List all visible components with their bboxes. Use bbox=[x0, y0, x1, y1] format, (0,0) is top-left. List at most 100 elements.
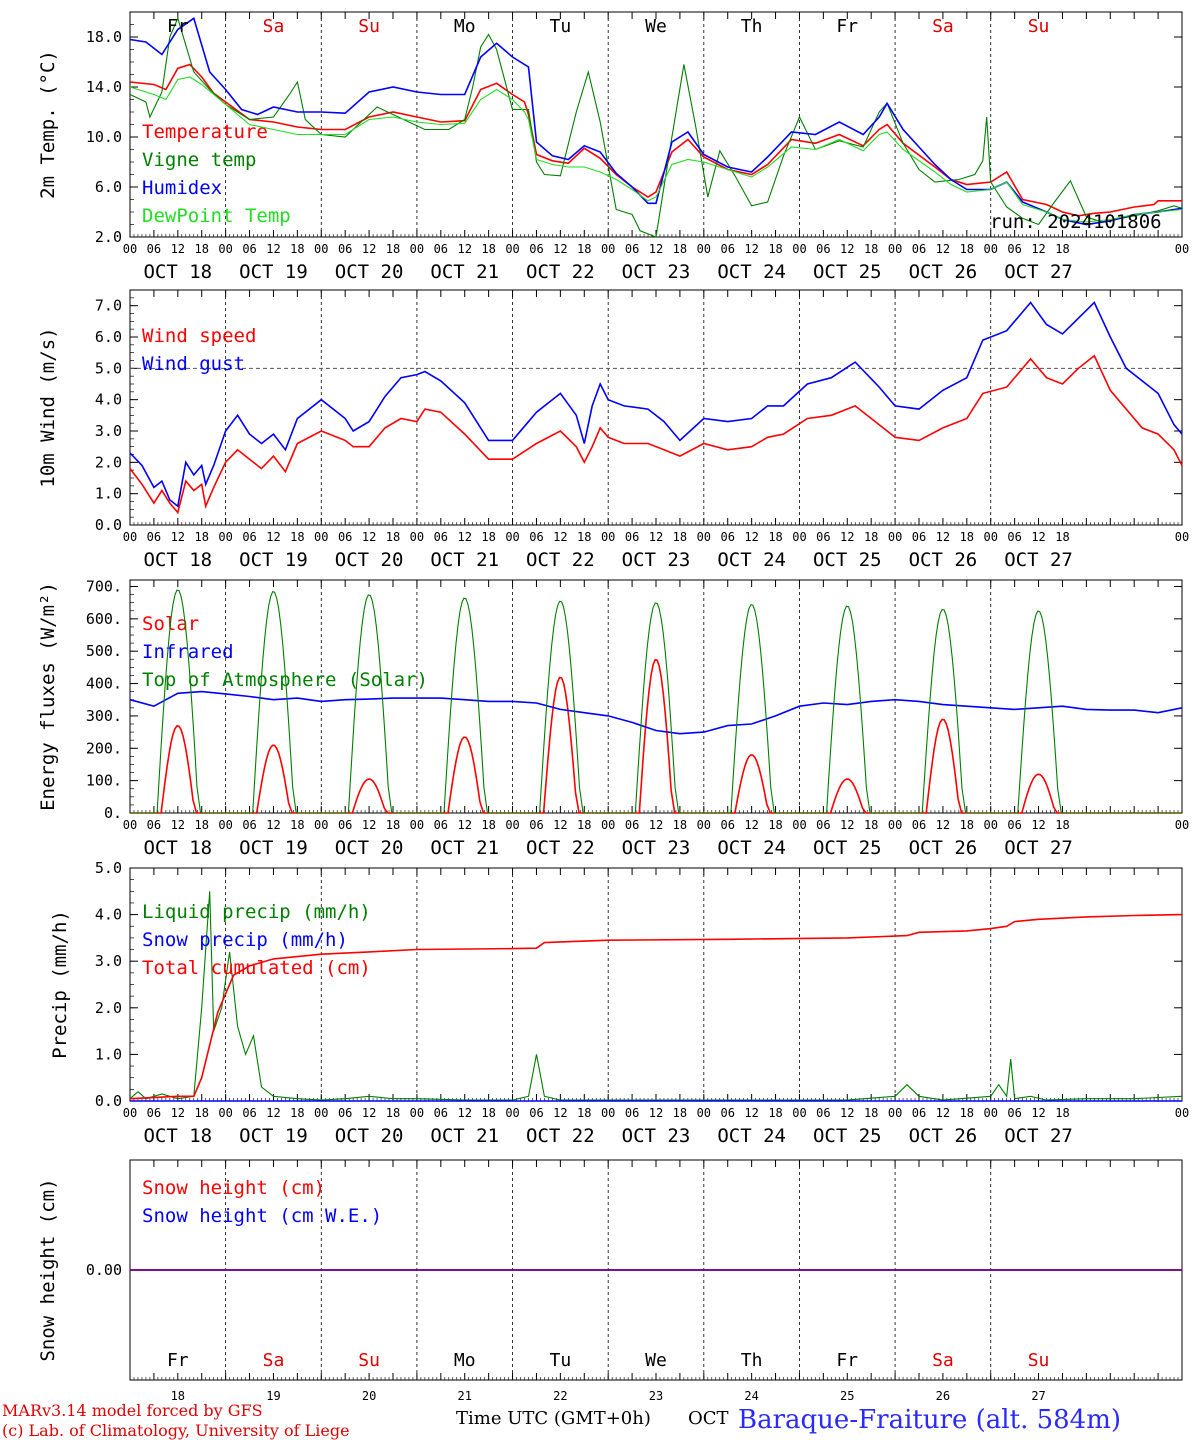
hour-label: 18 bbox=[960, 818, 974, 832]
day-abbr: Su bbox=[1028, 16, 1050, 37]
date-label: OCT 27 bbox=[1004, 549, 1073, 571]
hour-label: 06 bbox=[529, 242, 543, 256]
hour-label: 12 bbox=[553, 1106, 567, 1120]
hour-label: 00 bbox=[123, 818, 137, 832]
day-number: 25 bbox=[840, 1389, 854, 1403]
date-label: OCT 22 bbox=[526, 1125, 595, 1147]
hour-label: 12 bbox=[744, 530, 758, 544]
date-label: OCT 18 bbox=[143, 549, 212, 571]
hour-label: 00 bbox=[697, 818, 711, 832]
y-tick-label: 2.0 bbox=[95, 453, 122, 471]
hour-label: 12 bbox=[553, 818, 567, 832]
hour-label: 00 bbox=[697, 242, 711, 256]
hour-label: 12 bbox=[362, 530, 376, 544]
hour-label: 18 bbox=[577, 1106, 591, 1120]
hour-label: 00 bbox=[123, 1106, 137, 1120]
y-tick-label: 400. bbox=[86, 675, 122, 693]
hour-label: 18 bbox=[960, 530, 974, 544]
hour-label: 18 bbox=[864, 530, 878, 544]
y-tick-label: 500. bbox=[86, 642, 122, 660]
day-abbr: Th bbox=[741, 1350, 763, 1371]
hour-label: 00 bbox=[410, 818, 424, 832]
day-abbr: Mo bbox=[454, 16, 476, 37]
y-tick-label: 3.0 bbox=[95, 422, 122, 440]
y-tick-label: 0.0 bbox=[95, 516, 122, 534]
y-tick-label: 0. bbox=[104, 804, 122, 822]
legend-entry: Snow precip (mm/h) bbox=[142, 929, 348, 951]
hour-label: 00 bbox=[984, 242, 998, 256]
day-abbr: Fr bbox=[836, 16, 858, 37]
date-label: OCT 19 bbox=[239, 1125, 308, 1147]
hour-label: 06 bbox=[721, 818, 735, 832]
y-tick-label: 200. bbox=[86, 739, 122, 757]
y-tick-label: 3.0 bbox=[95, 952, 122, 970]
hour-label: 06 bbox=[816, 242, 830, 256]
series-dewpoint-temp bbox=[129, 76, 1183, 223]
day-number: 22 bbox=[553, 1389, 567, 1403]
y-tick-label: 5.0 bbox=[95, 359, 122, 377]
hour-label: 12 bbox=[649, 530, 663, 544]
day-abbr: Su bbox=[1028, 1350, 1050, 1371]
y-tick-label: 14.0 bbox=[86, 78, 122, 96]
hour-label: 18 bbox=[481, 818, 495, 832]
hour-label: 18 bbox=[577, 242, 591, 256]
hour-label: 06 bbox=[912, 1106, 926, 1120]
hour-label: 00 bbox=[601, 530, 615, 544]
date-label: OCT 23 bbox=[622, 261, 691, 283]
hour-label: 18 bbox=[768, 530, 782, 544]
series-humidex bbox=[129, 17, 1183, 226]
hour-label: 06 bbox=[529, 530, 543, 544]
y-tick-label: 7.0 bbox=[95, 297, 122, 315]
hour-label: 12 bbox=[458, 1106, 472, 1120]
y-axis-title: 10m Wind (m/s) bbox=[37, 327, 59, 487]
date-label: OCT 27 bbox=[1004, 1125, 1073, 1147]
day-number: 20 bbox=[362, 1389, 376, 1403]
hour-label: 18 bbox=[195, 1106, 209, 1120]
series-wind-speed bbox=[129, 354, 1183, 515]
legend-entry: Wind speed bbox=[142, 325, 256, 347]
day-abbr: Tu bbox=[550, 1350, 572, 1371]
hour-label: 18 bbox=[1055, 818, 1069, 832]
date-label: OCT 24 bbox=[717, 1125, 786, 1147]
legend-entry: Liquid precip (mm/h) bbox=[142, 901, 371, 923]
legend-entry: Wind gust bbox=[142, 353, 245, 375]
series-top-of-atmosphere-solar bbox=[130, 589, 1182, 814]
hour-label: 06 bbox=[816, 530, 830, 544]
hour-label: 06 bbox=[242, 242, 256, 256]
hour-label: 06 bbox=[434, 530, 448, 544]
hour-label: 00 bbox=[1175, 242, 1189, 256]
y-tick-label: 300. bbox=[86, 707, 122, 725]
hour-label: 18 bbox=[768, 242, 782, 256]
legend-entry: Snow height (cm W.E.) bbox=[142, 1205, 382, 1227]
hour-label: 18 bbox=[864, 818, 878, 832]
run-label: run: 2024101806 bbox=[990, 211, 1162, 233]
day-number: 19 bbox=[266, 1389, 280, 1403]
hour-label: 12 bbox=[458, 818, 472, 832]
hour-label: 06 bbox=[434, 242, 448, 256]
hour-label: 18 bbox=[1055, 530, 1069, 544]
date-label: OCT 27 bbox=[1004, 837, 1073, 859]
hour-label: 00 bbox=[792, 818, 806, 832]
date-label: OCT 26 bbox=[909, 1125, 978, 1147]
hour-label: 18 bbox=[673, 530, 687, 544]
hour-label: 12 bbox=[840, 242, 854, 256]
hour-label: 12 bbox=[840, 1106, 854, 1120]
hour-label: 12 bbox=[840, 530, 854, 544]
hour-label: 00 bbox=[314, 242, 328, 256]
hour-label: 06 bbox=[147, 1106, 161, 1120]
date-label: OCT 21 bbox=[430, 549, 499, 571]
series-wind-gust bbox=[129, 301, 1183, 508]
y-tick-label: 700. bbox=[86, 577, 122, 595]
hour-label: 18 bbox=[290, 242, 304, 256]
hour-label: 18 bbox=[481, 242, 495, 256]
date-label: OCT 25 bbox=[813, 261, 882, 283]
hour-label: 18 bbox=[290, 530, 304, 544]
panel-3: 0. 100. 200. 300. 400. 500. 600. 700. Energy flu… bbox=[37, 577, 1189, 859]
day-abbr: Fr bbox=[167, 16, 189, 37]
legend-entry: Top of Atmosphere (Solar) bbox=[142, 669, 428, 691]
y-tick-label: 18.0 bbox=[86, 28, 122, 46]
hour-label: 18 bbox=[673, 1106, 687, 1120]
hour-label: 18 bbox=[577, 530, 591, 544]
hour-label: 00 bbox=[314, 818, 328, 832]
hour-label: 12 bbox=[649, 1106, 663, 1120]
